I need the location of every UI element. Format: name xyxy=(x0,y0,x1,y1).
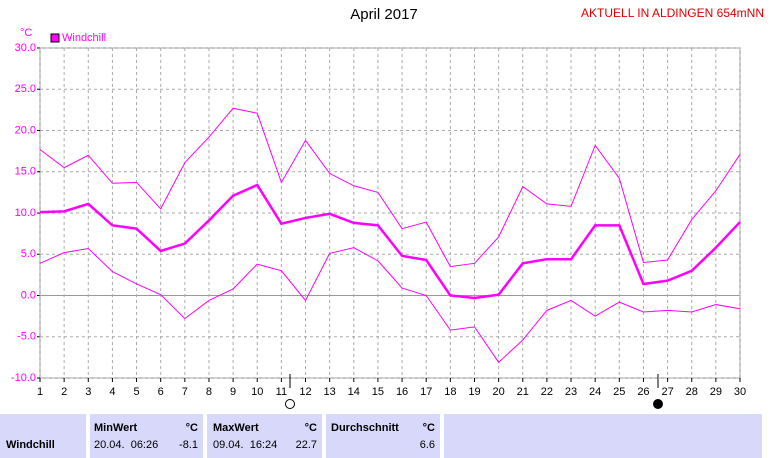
x-tick-label: 30 xyxy=(734,386,746,398)
x-tick-label: 4 xyxy=(109,386,115,398)
header: °C xyxy=(305,422,317,434)
chart-subtitle: AKTUELL IN ALDINGEN 654mNN xyxy=(581,6,764,20)
x-tick-label: 21 xyxy=(517,386,529,398)
x-tick-label: 5 xyxy=(133,386,139,398)
cell: 6.6 xyxy=(420,439,435,451)
x-tick-label: 11 xyxy=(276,386,287,398)
y-tick-label: -5.0 xyxy=(17,331,36,343)
x-tick-label: 28 xyxy=(686,386,698,398)
legend-swatch xyxy=(50,33,60,43)
cell: 22.7 xyxy=(296,439,317,451)
x-tick-label: 19 xyxy=(468,386,480,398)
y-tick-label: 5.0 xyxy=(21,248,36,260)
sep xyxy=(86,414,90,458)
x-tick-label: 16 xyxy=(396,386,408,398)
line xyxy=(39,247,741,364)
legend-label: Windchill xyxy=(62,32,106,44)
y-axis-label: °C xyxy=(20,27,32,39)
stats-table: MinWert °C MaxWert °C Durchschnitt °C Wi… xyxy=(0,414,762,458)
x-tick-label: 6 xyxy=(158,386,164,398)
row-label: Windchill xyxy=(6,439,55,451)
moon-icon xyxy=(653,399,663,409)
y-tick-label: 15.0 xyxy=(15,166,36,178)
header: °C xyxy=(423,422,435,434)
x-tick-label: 15 xyxy=(372,386,384,398)
line xyxy=(39,183,741,300)
y-tick-label: -10.0 xyxy=(11,372,36,384)
x-tick-label: 22 xyxy=(541,386,553,398)
x-tick-label: 3 xyxy=(85,386,91,398)
x-tick-label: 27 xyxy=(661,386,673,398)
x-tick-label: 23 xyxy=(565,386,577,398)
header: MaxWert xyxy=(213,422,259,434)
chart-title: April 2017 xyxy=(350,6,418,23)
x-tick-label: 1 xyxy=(37,386,43,398)
x-tick-label: 7 xyxy=(182,386,188,398)
header: MinWert xyxy=(94,422,138,434)
y-tick-label: 20.0 xyxy=(15,124,36,136)
cell: 20.04. 06:26 xyxy=(94,439,158,451)
y-tick-label: 10.0 xyxy=(15,207,36,219)
cell: -8.1 xyxy=(179,439,198,451)
header: Durchschnitt xyxy=(331,422,399,434)
x-tick-label: 13 xyxy=(324,386,336,398)
x-tick-label: 9 xyxy=(230,386,236,398)
x-tick-label: 10 xyxy=(251,386,263,398)
x-tick-label: 14 xyxy=(348,386,360,398)
x-tick-label: 18 xyxy=(444,386,456,398)
x-tick-label: 8 xyxy=(206,386,212,398)
x-tick-label: 20 xyxy=(492,386,504,398)
table-bg xyxy=(0,414,762,458)
sep xyxy=(203,414,207,458)
line xyxy=(39,107,741,268)
x-tick-label: 2 xyxy=(61,386,67,398)
x-tick-label: 17 xyxy=(420,386,432,398)
header: °C xyxy=(186,422,198,434)
sep xyxy=(322,414,326,458)
y-tick-label: 30.0 xyxy=(15,42,36,54)
x-tick-label: 29 xyxy=(710,386,722,398)
x-tick-label: 25 xyxy=(613,386,625,398)
x-tick-label: 26 xyxy=(637,386,649,398)
y-tick-label: 25.0 xyxy=(15,83,36,95)
x-tick-label: 12 xyxy=(299,386,311,398)
y-tick-label: 0.0 xyxy=(21,289,36,301)
sep xyxy=(440,414,444,458)
x-tick-label: 24 xyxy=(589,386,601,398)
cell: 09.04. 16:24 xyxy=(213,439,277,451)
moon-icon xyxy=(285,399,295,409)
